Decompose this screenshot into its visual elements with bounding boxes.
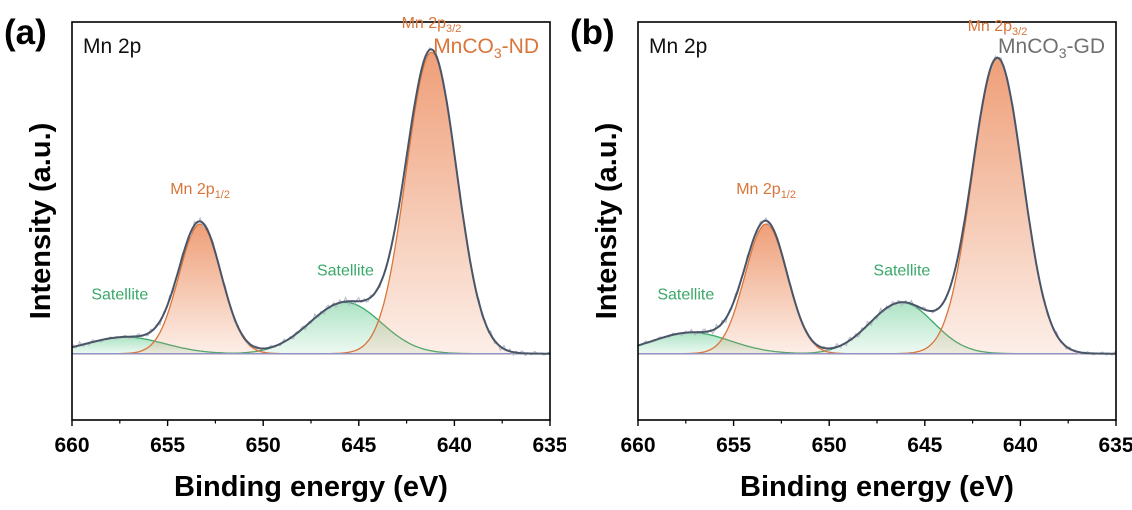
fit-envelope-line xyxy=(638,56,1116,355)
peak-label: Mn 2p3/2 xyxy=(402,15,462,35)
sample-title-base: MnCO xyxy=(433,35,494,58)
plot-frame xyxy=(637,21,1117,421)
x-tick-label: 650 xyxy=(812,434,847,457)
satellite-label: Satellite xyxy=(873,262,930,279)
xps-chart-a: 660 655 650 645 640 635 Binding energy (eV) Int… xyxy=(4,13,566,503)
satellite-fill-2 xyxy=(72,302,550,354)
x-tick-label: 645 xyxy=(907,434,942,457)
y-axis-label: Intensity (a.u.) xyxy=(25,123,57,320)
element-label: Mn 2p xyxy=(83,35,141,58)
peak-label-text: Mn 2p xyxy=(402,15,447,32)
sample-title-suffix: -GD xyxy=(1067,35,1106,58)
main-peak-fill-1 xyxy=(72,224,550,354)
peak-label-text: Satellite xyxy=(91,286,148,303)
peak-label-text: Mn 2p xyxy=(170,181,215,198)
peak-label: Mn 2p1/2 xyxy=(736,181,796,201)
peak-label-subscript: 1/2 xyxy=(781,189,796,201)
element-label: Mn 2p xyxy=(649,35,707,58)
x-tick-label: 635 xyxy=(532,434,566,457)
satellite-label: Satellite xyxy=(317,262,374,279)
fit-envelope-line xyxy=(72,48,550,355)
chart-panel-b: 660 655 650 645 640 635 Binding energy (eV) Int… xyxy=(566,0,1132,510)
peak-label-subscript: 3/2 xyxy=(1012,26,1027,38)
sample-title-subscript: 3 xyxy=(494,45,502,61)
peak-label-subscript: 1/2 xyxy=(215,189,230,201)
main-peak-fill-1 xyxy=(638,224,1116,354)
satellite-fill-2 xyxy=(638,302,1116,354)
plot-area xyxy=(638,54,1116,356)
plot-frame xyxy=(71,21,551,421)
satellite-label: Satellite xyxy=(657,286,714,303)
x-tick-label: 640 xyxy=(1003,434,1038,457)
x-tick-label: 655 xyxy=(716,434,751,457)
x-tick-label: 655 xyxy=(150,434,185,457)
peak-label-subscript: 3/2 xyxy=(446,23,461,35)
y-axis-label: Intensity (a.u.) xyxy=(591,123,623,320)
peak-label-text: Satellite xyxy=(873,262,930,279)
peak-label: Mn 2p1/2 xyxy=(170,181,230,201)
x-axis-label: Binding energy (eV) xyxy=(740,471,1014,503)
peak-label: Mn 2p3/2 xyxy=(968,18,1028,38)
plot-area xyxy=(72,46,550,357)
sample-title-subscript: 3 xyxy=(1059,45,1067,61)
x-tick-label: 645 xyxy=(341,434,376,457)
x-axis-label: Binding energy (eV) xyxy=(174,471,448,503)
panel-label: (b) xyxy=(570,13,615,52)
sample-title-base: MnCO xyxy=(998,35,1059,58)
sample-title-suffix: -ND xyxy=(502,35,539,58)
main-peak-fill-0 xyxy=(72,52,550,354)
peak-label-text: Satellite xyxy=(317,262,374,279)
peak-label-text: Satellite xyxy=(657,286,714,303)
peak-label-text: Mn 2p xyxy=(736,181,781,198)
x-tick-label: 635 xyxy=(1098,434,1132,457)
chart-panel-a: 660 655 650 645 640 635 Binding energy (eV) Int… xyxy=(4,13,566,503)
x-tick-label: 660 xyxy=(54,434,89,457)
sample-title: MnCO3-GD xyxy=(998,35,1105,61)
xps-chart-b: 660 655 650 645 640 635 Binding energy (eV) Int… xyxy=(570,13,1132,503)
x-tick-label: 660 xyxy=(620,434,655,457)
x-tick-label: 640 xyxy=(437,434,472,457)
panel-label: (a) xyxy=(4,13,47,52)
sample-title: MnCO3-ND xyxy=(433,35,539,61)
main-peak-fill-0 xyxy=(638,58,1116,354)
satellite-label: Satellite xyxy=(91,286,148,303)
peak-label-text: Mn 2p xyxy=(968,18,1013,35)
x-tick-label: 650 xyxy=(246,434,281,457)
